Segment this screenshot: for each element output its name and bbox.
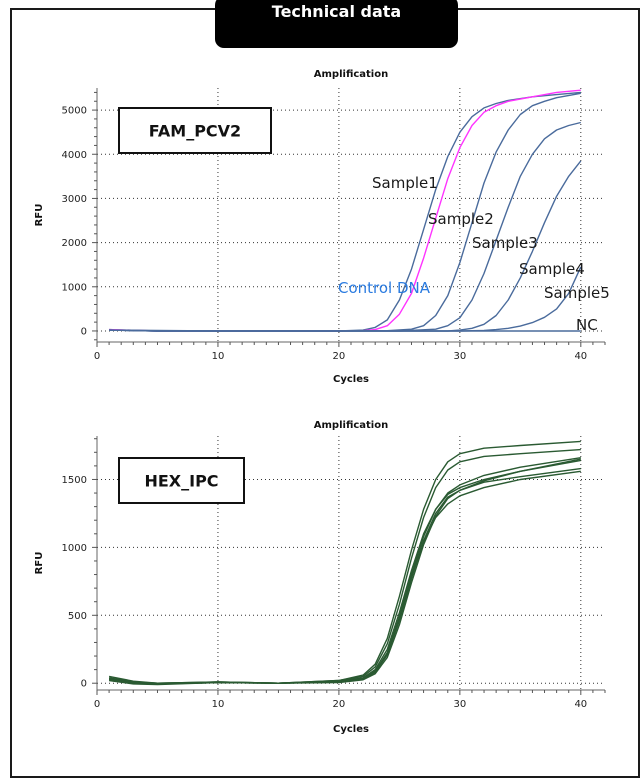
series-label-sample5: Sample5 [544, 284, 610, 302]
x-tick-label: 40 [574, 699, 587, 710]
y-tick-label: 1500 [62, 475, 87, 486]
x-tick-label: 0 [94, 351, 100, 362]
x-tick-label: 30 [453, 699, 466, 710]
y-tick-label: 0 [81, 679, 87, 690]
panel-label: FAM_PCV2 [149, 122, 241, 141]
x-axis-label: Cycles [333, 724, 369, 735]
y-tick-label: 4000 [62, 150, 87, 161]
y-axis-label: RFU [34, 552, 45, 575]
series-label-sample3: Sample3 [472, 234, 538, 252]
y-tick-label: 500 [68, 611, 87, 622]
chart-panel-2: 0 10 20 30 40 0 500 1000 1500 Amplification Cycles… [34, 420, 606, 735]
header-title: Technical data [215, 0, 458, 48]
y-tick-label: 1000 [62, 282, 87, 293]
series-line-ipc-7 [108, 457, 581, 685]
x-tick-label: 40 [574, 351, 587, 362]
series-label-control-dna: Control DNA [338, 279, 431, 297]
x-tick-label: 10 [212, 351, 225, 362]
panel-label-box [118, 107, 272, 154]
x-axis-label: Cycles [333, 374, 369, 385]
x-tick-label: 10 [212, 699, 225, 710]
y-tick-label: 2000 [62, 238, 87, 249]
chart-panel-1: 0 10 20 30 40 0 1000 2000 3000 4000 5000 Amplificat… [34, 69, 610, 385]
y-axis-label: RFU [34, 204, 45, 227]
y-tick-label: 1000 [62, 543, 87, 554]
chart-title: Amplification [314, 420, 388, 431]
x-tick-label: 20 [333, 699, 346, 710]
y-tick-label: 0 [81, 326, 87, 337]
series-line-nc [109, 329, 581, 332]
series-label-sample1: Sample1 [372, 174, 438, 192]
series-label-sample2: Sample2 [428, 210, 494, 228]
y-tick-label: 3000 [62, 194, 87, 205]
series-label-sample4: Sample4 [519, 260, 585, 278]
x-tick-label: 20 [333, 351, 346, 362]
panel-label-box [118, 457, 245, 504]
x-tick-label: 0 [94, 699, 100, 710]
x-tick-label: 30 [453, 351, 466, 362]
chart-title: Amplification [314, 69, 388, 80]
panel-label: HEX_IPC [144, 472, 218, 491]
y-tick-label: 5000 [62, 106, 87, 117]
series-label-nc: NC [576, 316, 598, 334]
